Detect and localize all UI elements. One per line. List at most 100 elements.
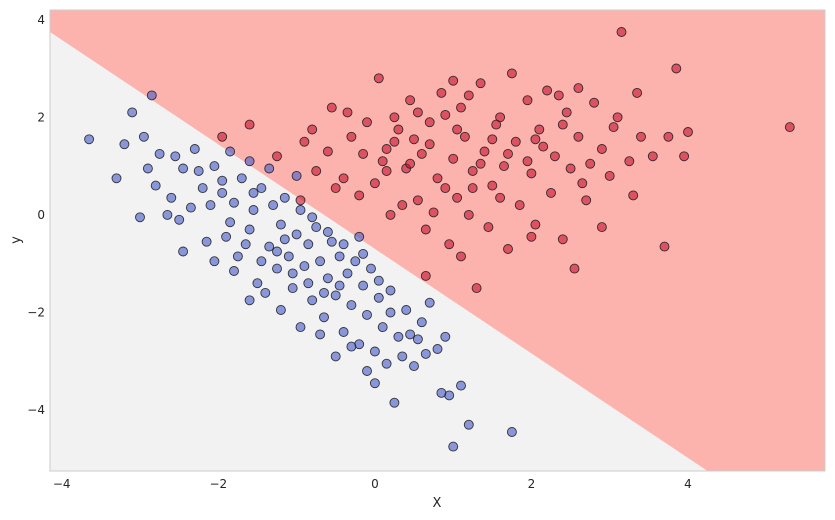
scatter-point [401, 305, 412, 315]
scatter-point [366, 263, 376, 274]
scatter-point [546, 187, 556, 198]
scatter-point [409, 134, 419, 145]
scatter-point [154, 148, 165, 159]
scatter-point [189, 144, 200, 154]
scatter-point [557, 234, 568, 245]
series-class-0 [84, 90, 517, 452]
scatter-point [279, 234, 290, 245]
scatter-point [506, 427, 517, 437]
scatter-point [291, 229, 302, 240]
scatter-point [385, 209, 396, 220]
scatter-point [679, 151, 690, 162]
scatter-point [275, 219, 286, 230]
scatter-point [229, 266, 239, 276]
scatter-point [514, 200, 525, 211]
scatter-point [389, 136, 400, 147]
scatter-point [178, 246, 189, 257]
scatter-point [491, 119, 502, 130]
scatter-point [420, 348, 431, 359]
scatter-point [362, 309, 372, 320]
scatter-point [448, 153, 459, 164]
scatter-point [209, 161, 220, 172]
scatter-point [307, 212, 318, 223]
scatter-point [456, 102, 466, 113]
scatter-point [326, 236, 337, 247]
scatter-point [315, 329, 326, 340]
scatter-point [409, 361, 419, 372]
scatter-point [373, 292, 384, 303]
scatter-point [448, 75, 459, 86]
x-tick-label: 2 [528, 477, 536, 491]
scatter-point [561, 107, 572, 118]
scatter-point [475, 78, 486, 89]
scatter-point [307, 124, 318, 135]
scatter-point [362, 117, 372, 128]
scatter-point [487, 180, 498, 191]
scatter-point [393, 124, 404, 135]
scatter-point [264, 163, 275, 174]
scatter-point [322, 146, 333, 157]
scatter-point [244, 119, 255, 130]
scatter-point [522, 156, 533, 167]
scatter-point [244, 224, 255, 235]
scatter-point [322, 227, 333, 237]
scatter-point [358, 148, 369, 159]
scatter-point [499, 161, 509, 172]
scatter-point [225, 146, 236, 157]
scatter-point [303, 278, 314, 289]
scatter-point [217, 187, 228, 198]
scatter-point [279, 192, 290, 203]
y-axis: −4 −2 0 2 4 [27, 13, 45, 417]
scatter-point [589, 97, 600, 108]
scatter-point [506, 68, 517, 79]
scatter-point [420, 224, 431, 235]
scatter-point [628, 190, 639, 201]
scatter-point [307, 295, 318, 306]
scatter-point [201, 236, 212, 247]
scatter-point [299, 261, 310, 272]
scatter-point [358, 248, 369, 259]
scatter-point [338, 173, 349, 184]
scatter-point [111, 173, 122, 184]
plot-area [49, 9, 826, 472]
scatter-point [467, 166, 478, 176]
x-axis-label: X [433, 496, 442, 511]
scatter-point [381, 166, 392, 176]
scatter-point [369, 178, 380, 189]
y-tick-label: 2 [37, 110, 45, 124]
scatter-point [283, 251, 294, 262]
scatter-point [232, 251, 243, 262]
scatter-point [647, 151, 658, 162]
scatter-point [346, 300, 357, 311]
scatter-point [530, 134, 541, 145]
scatter-point [612, 112, 623, 123]
scatter-point [444, 239, 455, 250]
scatter-point [456, 251, 466, 262]
scatter-point [659, 241, 670, 252]
scatter-point [193, 166, 204, 176]
scatter-point [311, 222, 322, 233]
scatter-point [549, 151, 560, 162]
scatter-point [299, 136, 310, 147]
scatter-point [440, 183, 451, 194]
scatter-point [330, 290, 341, 301]
scatter-point [381, 358, 392, 369]
scatter-point [311, 166, 322, 176]
scatter-point [295, 195, 306, 206]
scatter-point [534, 124, 545, 135]
scatter-point [471, 283, 482, 294]
scatter-point [452, 192, 463, 203]
scatter-point [354, 231, 365, 242]
scatter-point [436, 87, 447, 98]
scatter-point [197, 183, 208, 194]
scatter-point [459, 131, 470, 142]
scatter-point [581, 195, 592, 206]
scatter-point [205, 200, 216, 211]
scatter-point [221, 231, 232, 242]
scatter-point [138, 131, 149, 142]
scatter-point [354, 190, 365, 201]
x-tick-label: 0 [371, 477, 379, 491]
scatter-point [463, 209, 474, 220]
scatter-point [448, 441, 459, 452]
scatter-point [119, 139, 130, 150]
